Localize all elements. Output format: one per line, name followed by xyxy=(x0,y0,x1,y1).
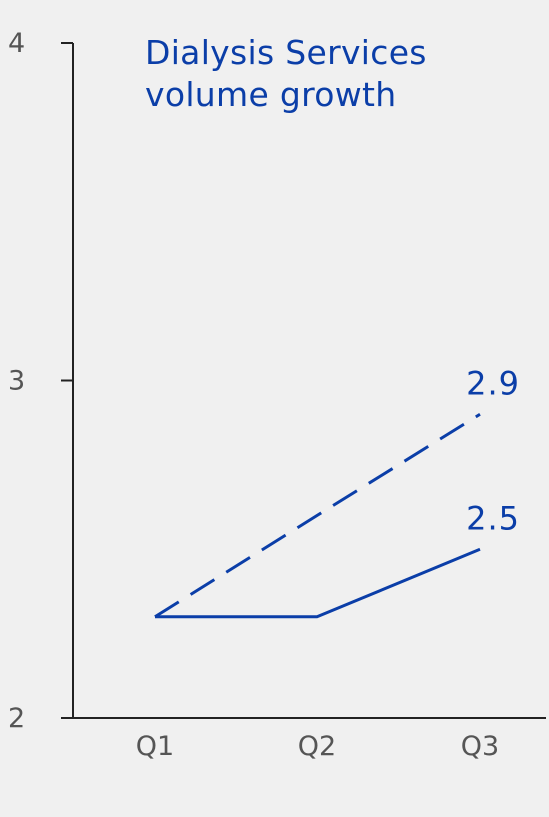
series-line-dashed xyxy=(154,412,481,619)
data-label-dashed: 2.9 xyxy=(466,364,520,402)
chart-title-line-1: Dialysis Services xyxy=(145,33,427,72)
x-tick-label: Q1 xyxy=(136,731,174,762)
chart-title: Dialysis Services volume growth xyxy=(145,32,535,116)
chart-title-line-2: volume growth xyxy=(145,75,397,114)
y-tick-label: 4 xyxy=(8,28,25,59)
y-tick-label: 2 xyxy=(8,703,25,734)
x-tick-label: Q3 xyxy=(461,731,499,762)
data-label-solid: 2.5 xyxy=(466,499,520,537)
y-tick-label: 3 xyxy=(8,366,25,397)
series-line-solid xyxy=(155,547,481,619)
x-tick-label: Q2 xyxy=(298,731,336,762)
